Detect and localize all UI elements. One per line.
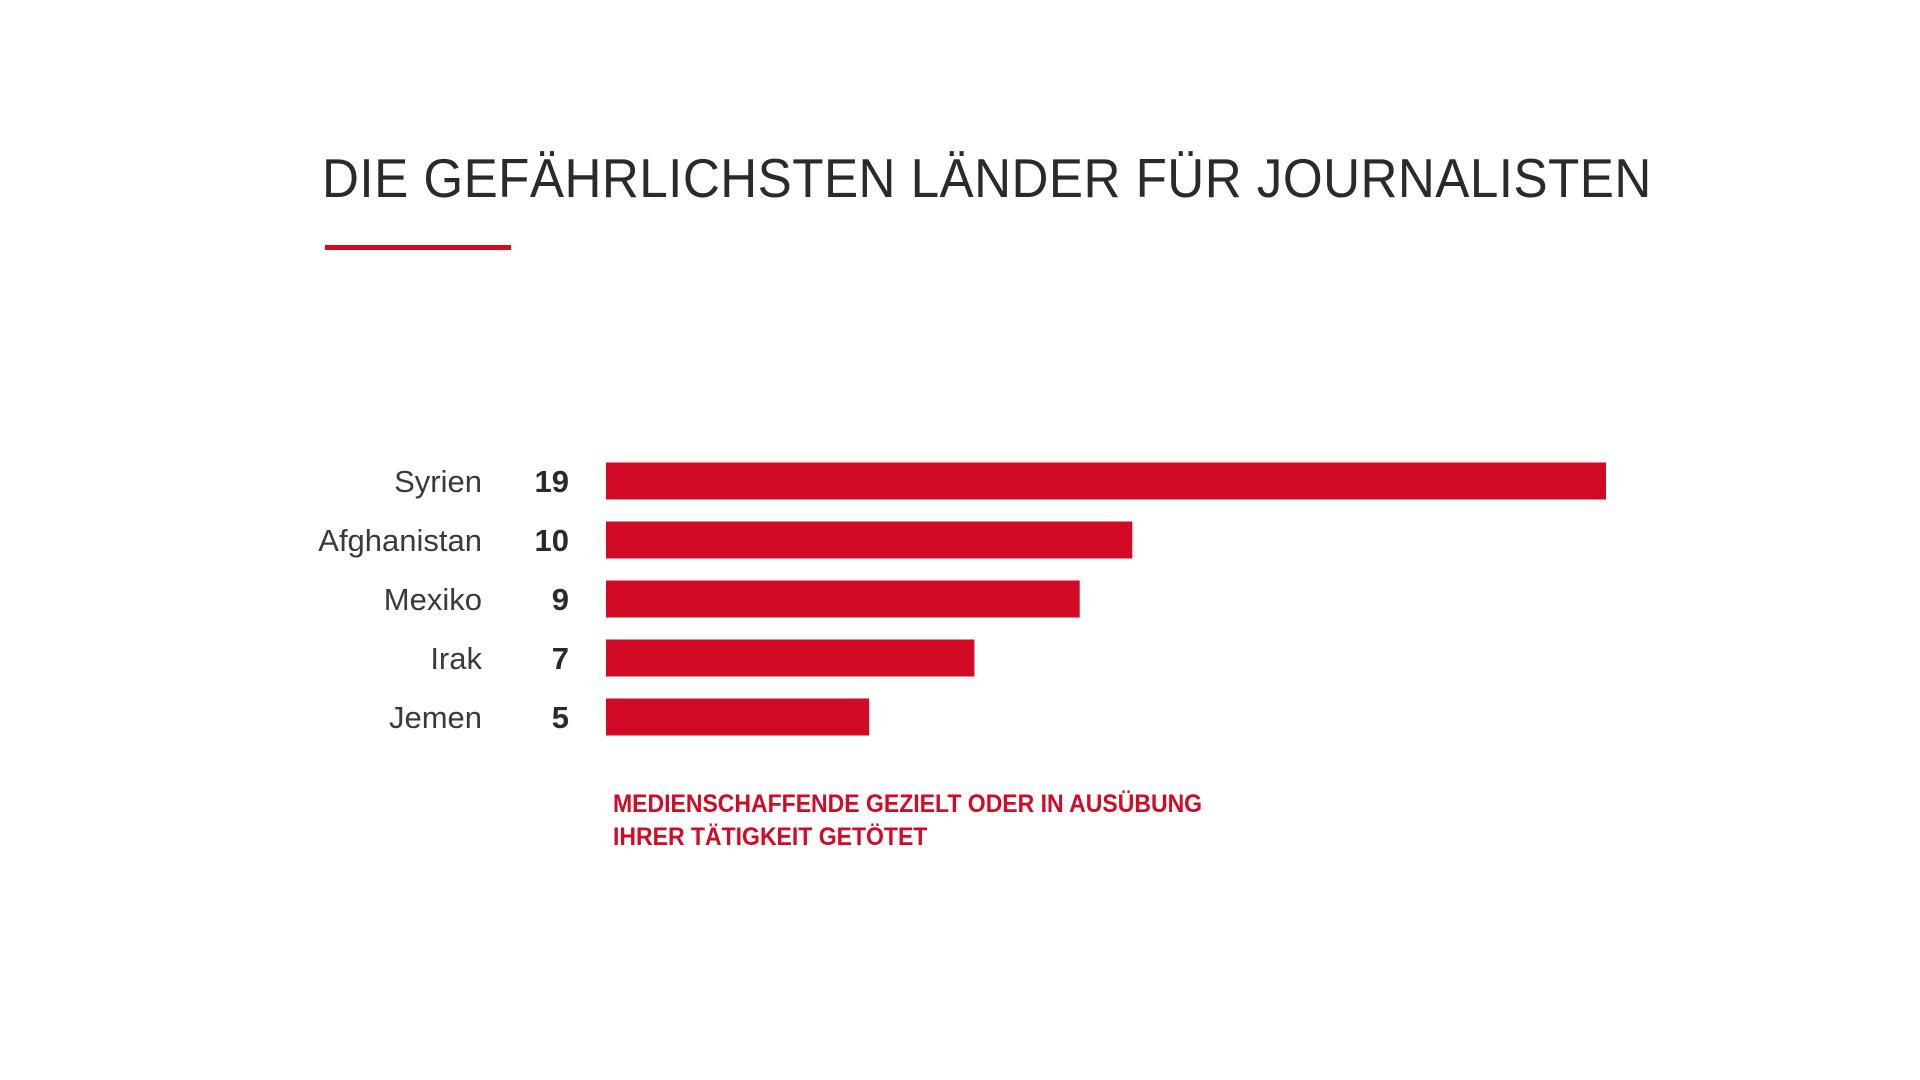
bar-mexiko xyxy=(606,580,1080,618)
bar-afghanistan xyxy=(606,521,1133,559)
bar-jemen xyxy=(606,698,870,736)
value-label: 19 xyxy=(535,464,569,499)
bar-syrien xyxy=(606,462,1606,500)
category-label: Mexiko xyxy=(384,582,482,617)
category-label: Afghanistan xyxy=(318,523,482,558)
chart-caption: MEDIENSCHAFFENDE GEZIELT ODER IN AUSÜBUN… xyxy=(613,788,1202,854)
category-label: Irak xyxy=(430,641,482,676)
bar-irak xyxy=(606,639,975,677)
value-label: 7 xyxy=(552,641,569,676)
chart-title: DIE GEFÄHRLICHSTEN LÄNDER FÜR JOURNALIST… xyxy=(322,147,1652,209)
title-underline xyxy=(325,245,511,250)
value-label: 10 xyxy=(535,523,569,558)
caption-line-1: MEDIENSCHAFFENDE GEZIELT ODER IN AUSÜBUN… xyxy=(613,790,1203,818)
caption-line-2: IHRER TÄTIGKEIT GETÖTET xyxy=(613,823,928,851)
category-label: Syrien xyxy=(394,464,482,499)
value-label: 9 xyxy=(552,582,569,617)
value-label: 5 xyxy=(552,700,569,735)
category-label: Jemen xyxy=(389,700,482,735)
